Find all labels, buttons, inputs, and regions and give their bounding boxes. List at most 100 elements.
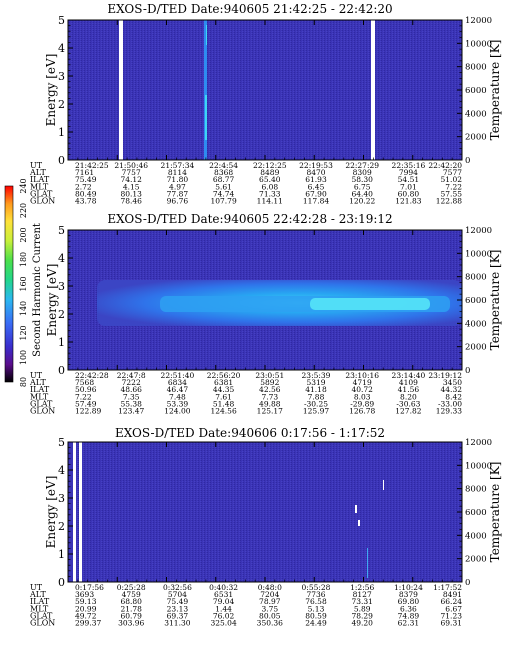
table-cell: 51.02 [441, 175, 463, 184]
table-cell: 53.39 [167, 399, 189, 408]
table-cell: 2.72 [75, 182, 92, 191]
table-cell: 5.89 [354, 604, 371, 613]
y-tick-label: 3 [58, 492, 65, 505]
right-y-tick-label: 4000 [465, 109, 487, 119]
table-cell: 1.44 [215, 604, 232, 613]
table-cell: 74.74 [213, 189, 235, 198]
table-cell: 7.73 [261, 392, 278, 401]
table-cell: 7.61 [215, 392, 232, 401]
table-cell: 23:14:40 [392, 371, 426, 380]
table-cell: 129.33 [436, 407, 462, 416]
table-cell: 7161 [75, 168, 94, 177]
table-cell: 7.22 [445, 182, 462, 191]
table-cell: 69.37 [167, 611, 189, 620]
table-cell: 78.97 [259, 597, 281, 606]
right-y-tick-label: 2000 [465, 343, 487, 353]
y-tick-label: 4 [58, 42, 65, 55]
table-cell: 78.29 [351, 611, 373, 620]
table-cell: 22:19:53 [299, 161, 333, 170]
panel-2-title: EXOS-D/TED Date:940605 22:42:28 - 23:19:… [107, 212, 392, 226]
y-tick-label: 3 [58, 280, 65, 293]
table-cell: 49.88 [259, 399, 281, 408]
table-row-label: ALT [29, 168, 46, 177]
table-row-label: GLAT [30, 189, 53, 198]
table-cell: 58.30 [351, 175, 373, 184]
y-tick-label: 4 [58, 464, 65, 477]
right-y-tick-label: 2000 [465, 133, 487, 143]
table-cell: 6.45 [308, 182, 325, 191]
table-row-label: GLON [30, 619, 55, 628]
table-cell: 299.37 [75, 619, 101, 628]
table-cell: 122.89 [75, 407, 101, 416]
panel-3-y-ticks: 0 1 2 3 4 5 [58, 436, 73, 589]
table-cell: 1:10:24 [394, 583, 423, 592]
panel-2-band-hot [310, 298, 430, 310]
table-cell: 65.40 [259, 175, 281, 184]
table-cell: 60.79 [120, 611, 142, 620]
table-cell: 76.58 [305, 597, 327, 606]
table-cell: 8114 [168, 168, 187, 177]
table-cell: 49.20 [351, 619, 373, 628]
table-cell: 40.72 [351, 385, 373, 394]
panel-1-title: EXOS-D/TED Date:940605 21:42:25 - 22:42:… [107, 2, 392, 16]
table-cell: 7994 [399, 168, 418, 177]
colorbar-tick-label: 100 [19, 350, 28, 365]
table-cell: 6.08 [261, 182, 278, 191]
table-cell: 5.61 [215, 182, 232, 191]
table-cell: 7757 [122, 168, 141, 177]
table-cell: 57.49 [75, 399, 97, 408]
right-y-tick-label: 0 [465, 578, 470, 588]
panel-2-right-y-ticks: 0 2000 4000 6000 8000 10000 12000 [457, 226, 492, 376]
table-row-label: MLT [30, 182, 49, 191]
table-cell: 54.51 [398, 175, 419, 184]
y-tick-label: 0 [58, 364, 65, 377]
table-cell: 69.80 [398, 597, 420, 606]
table-row-label: ALT [29, 590, 46, 599]
table-cell: 7.01 [400, 182, 417, 191]
panel-3-title: EXOS-D/TED Date:940606 0:17:56 - 1:17:52 [115, 426, 385, 440]
table-cell: 5.13 [308, 604, 325, 613]
table-cell: 21:57:34 [161, 161, 195, 170]
panel-3: EXOS-D/TED Date:940606 0:17:56 - 1:17:52… [29, 426, 502, 628]
table-row-label: ILAT [30, 385, 50, 394]
table-cell: 71.33 [259, 189, 281, 198]
table-cell: 122.88 [436, 197, 462, 206]
table-cell: 46.47 [167, 385, 189, 394]
table-cell: 311.30 [164, 619, 190, 628]
right-y-tick-label: 2000 [465, 555, 487, 565]
table-cell: 76.02 [213, 611, 235, 620]
table-cell: 303.96 [118, 619, 144, 628]
table-cell: 6.75 [354, 182, 371, 191]
table-cell: 8491 [443, 590, 462, 599]
table-cell: 79.04 [213, 597, 235, 606]
table-cell: 22:47:8 [117, 371, 146, 380]
panel-1-heatmap [68, 20, 462, 160]
table-cell: 59.13 [75, 597, 97, 606]
table-cell: 6.36 [400, 604, 417, 613]
table-cell: 78.46 [120, 197, 142, 206]
table-cell: 75.49 [167, 597, 189, 606]
table-row-label: ILAT [30, 597, 50, 606]
table-cell: 55.38 [120, 399, 142, 408]
table-cell: 114.11 [257, 197, 283, 206]
table-cell: 66.24 [441, 597, 463, 606]
table-cell: 69.31 [441, 619, 462, 628]
table-row-label: MLT [30, 604, 49, 613]
y-tick-label: 3 [58, 70, 65, 83]
table-cell: 71.23 [441, 611, 463, 620]
table-cell: 0:25:28 [117, 583, 146, 592]
colorbar-tick-label: 180 [19, 252, 28, 267]
table-cell: 44.35 [213, 385, 235, 394]
table-cell: 80.13 [120, 189, 142, 198]
table-cell: 4.15 [123, 182, 140, 191]
table-cell: 7204 [260, 590, 279, 599]
table-cell: 8470 [306, 168, 325, 177]
table-cell: 75.49 [75, 175, 97, 184]
table-row-label: UT [30, 583, 43, 592]
table-cell: 6531 [214, 590, 233, 599]
y-tick-label: 4 [58, 252, 65, 265]
panel-1-y-ticks: 0 1 2 3 4 5 [58, 14, 73, 167]
